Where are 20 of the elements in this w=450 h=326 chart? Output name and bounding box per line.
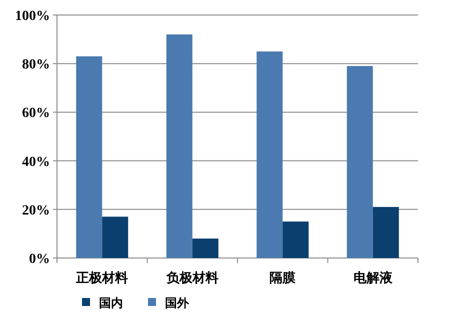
bar <box>166 34 192 258</box>
bar <box>102 216 128 258</box>
y-tick-label: 80% <box>22 58 50 73</box>
x-tick-label: 负极材料 <box>165 270 218 285</box>
y-tick-label: 40% <box>22 154 50 170</box>
x-tick-label: 正极材料 <box>75 270 128 285</box>
bar <box>192 238 218 258</box>
legend-label: 国外 <box>165 296 190 310</box>
bar <box>76 56 102 258</box>
y-tick-label: 60% <box>22 106 50 122</box>
y-tick-label: 100% <box>15 9 50 24</box>
y-tick-label: 0% <box>29 252 50 267</box>
x-tick-label: 电解液 <box>353 270 394 285</box>
bar <box>346 66 373 258</box>
bar <box>372 206 399 258</box>
bar <box>282 222 309 258</box>
y-tick-label: 20% <box>22 203 50 218</box>
legend-label: 国内 <box>99 296 123 310</box>
bar <box>256 51 283 258</box>
x-tick-label: 隔膜 <box>270 270 296 285</box>
